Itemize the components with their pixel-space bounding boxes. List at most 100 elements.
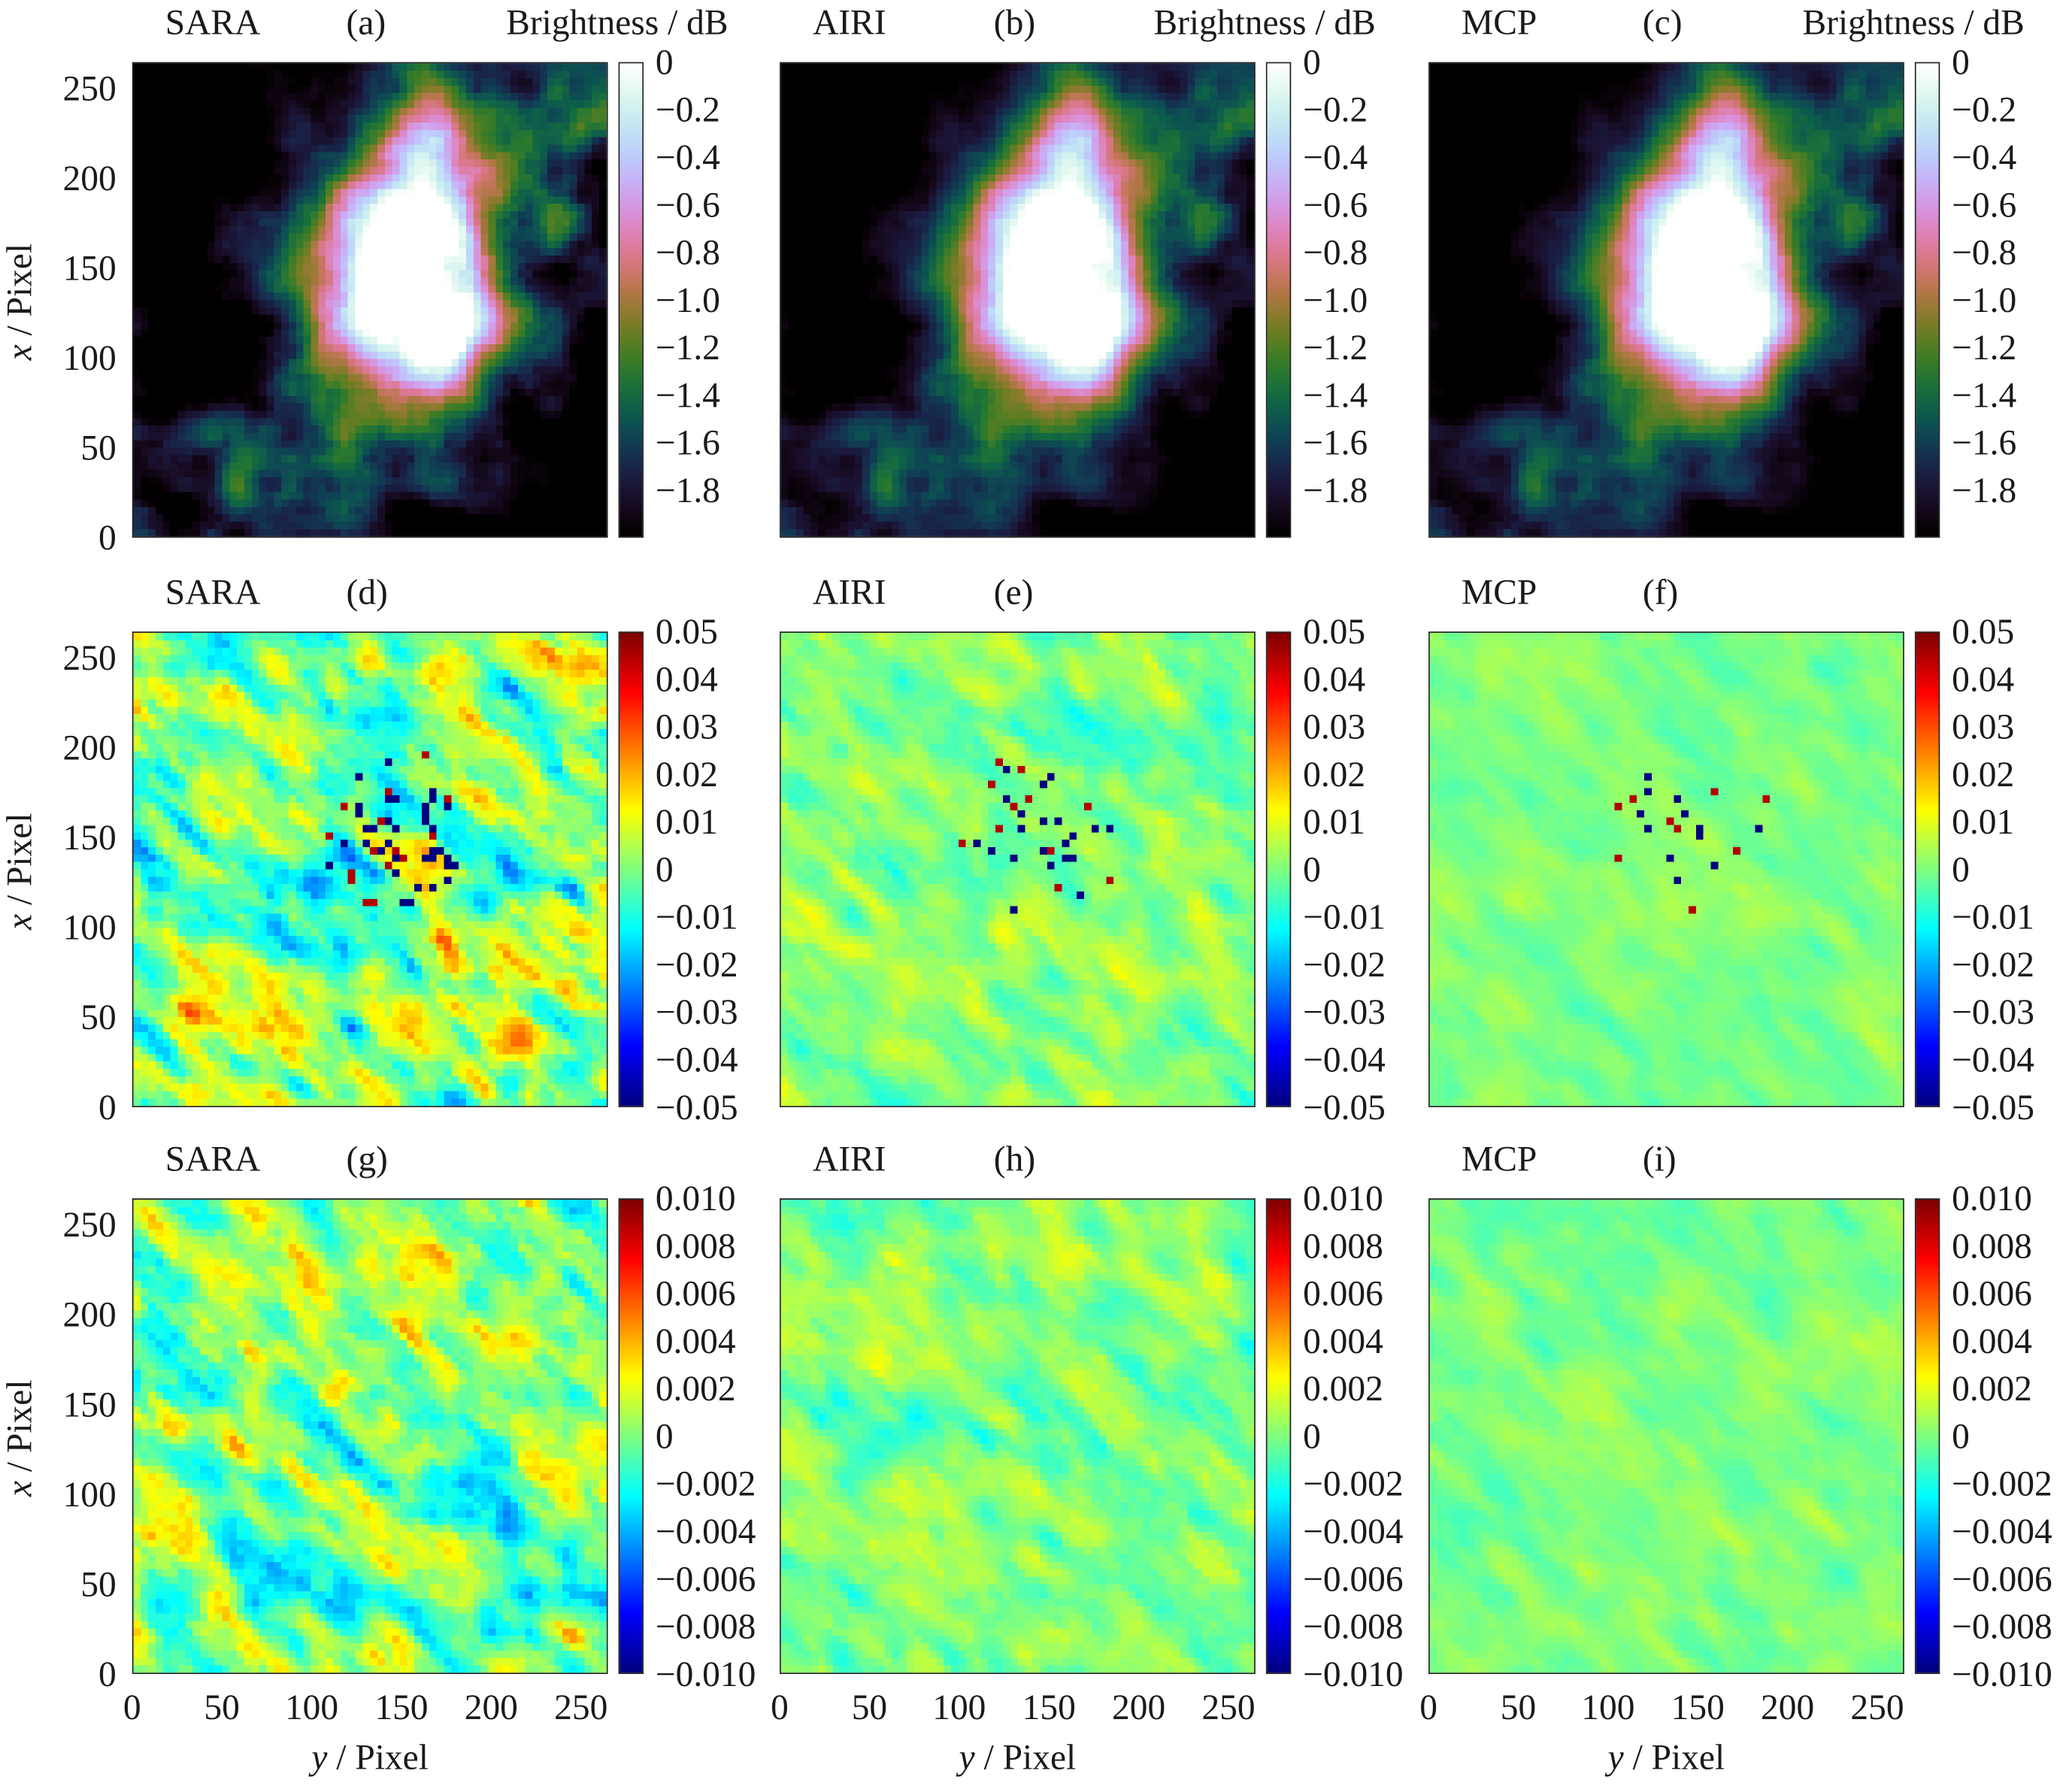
heatmap-panel-i (1428, 1198, 1904, 1675)
colorbar-h (1265, 1198, 1292, 1675)
y-tick-label-d-0: 0 (98, 1087, 117, 1128)
x-tick-label-h-3: 150 (1022, 1687, 1076, 1727)
colorbar-gradient-f (1916, 632, 1939, 1106)
x-tick-label-i-3: 150 (1671, 1687, 1725, 1727)
y-tick-label-g-0: 0 (98, 1654, 117, 1694)
colorbar-tick-label-a-8: −1.6 (655, 422, 720, 463)
panel-label-d: (d) (346, 572, 388, 612)
colorbar-tick-label-h-0: 0.010 (1303, 1178, 1383, 1218)
colorbar-tick-label-a-5: −1.0 (655, 280, 720, 320)
colorbar-title-a: Brightness / dB (506, 2, 729, 43)
y-tick-label-g-2: 100 (62, 1474, 117, 1515)
colorbar-tick-label-e-2: 0.03 (1303, 707, 1366, 747)
colorbar-tick-label-i-0: 0.010 (1952, 1178, 2032, 1218)
y-tick-label-a-3: 150 (62, 248, 117, 289)
panel-label-i: (i) (1642, 1139, 1677, 1179)
colorbar-gradient-h (1267, 1199, 1290, 1673)
x-tick-label-h-4: 200 (1111, 1687, 1166, 1727)
heatmap-image-d (133, 632, 607, 1106)
y-tick-label-g-3: 150 (62, 1385, 117, 1425)
y-axis-label-g: x / Pixel (0, 1366, 41, 1511)
heatmap-image-f (1429, 632, 1904, 1106)
heatmap-panel-e (780, 631, 1256, 1107)
colorbar-tick-label-b-0: 0 (1303, 42, 1321, 82)
y-axis-label-d: x / Pixel (0, 799, 41, 944)
colorbar-tick-label-c-2: −0.4 (1952, 137, 2017, 177)
colorbar-tick-label-d-2: 0.03 (655, 707, 718, 747)
x-axis-unit: / Pixel (327, 1737, 429, 1778)
y-axis-unit: / Pixel (0, 243, 39, 345)
colorbar-tick-label-a-1: −0.2 (655, 89, 720, 130)
colorbar-gradient-c (1916, 63, 1939, 537)
colorbar-tick-label-b-6: −1.2 (1303, 327, 1368, 368)
panel-label-b: (b) (993, 2, 1036, 43)
colorbar-tick-label-d-1: 0.04 (655, 659, 718, 699)
colorbar-tick-label-h-1: 0.008 (1303, 1226, 1383, 1266)
x-tick-label-h-0: 0 (771, 1687, 789, 1727)
y-axis-unit: / Pixel (0, 813, 39, 914)
colorbar-tick-label-f-8: −0.03 (1952, 992, 2034, 1032)
colorbar-tick-label-d-9: −0.04 (655, 1040, 738, 1080)
colorbar-tick-label-g-1: 0.008 (655, 1226, 736, 1266)
colorbar-tick-label-f-2: 0.03 (1952, 707, 2015, 747)
x-tick-label-g-3: 150 (374, 1687, 429, 1727)
y-tick-label-a-2: 100 (62, 338, 117, 378)
colorbar-tick-label-d-5: 0 (655, 849, 674, 889)
colorbar-tick-label-b-5: −1.0 (1303, 280, 1368, 320)
heatmap-panel-f (1428, 631, 1904, 1107)
colorbar-tick-label-b-3: −0.6 (1303, 185, 1368, 225)
heatmap-image-g (133, 1199, 607, 1673)
y-tick-label-d-2: 100 (62, 907, 117, 948)
colorbar-tick-label-i-2: 0.006 (1952, 1273, 2032, 1314)
method-label-e: AIRI (812, 572, 886, 612)
colorbar-tick-label-f-9: −0.04 (1952, 1040, 2034, 1080)
colorbar-c (1914, 62, 1940, 538)
colorbar-tick-label-i-3: 0.004 (1952, 1321, 2032, 1361)
colorbar-tick-label-e-4: 0.01 (1303, 801, 1366, 842)
colorbar-tick-label-g-10: −0.010 (655, 1654, 756, 1694)
colorbar-tick-label-g-8: −0.006 (655, 1559, 756, 1599)
heatmap-image-e (780, 632, 1255, 1106)
x-tick-label-i-0: 0 (1419, 1687, 1437, 1727)
colorbar-tick-label-e-6: −0.01 (1303, 897, 1386, 937)
colorbar-tick-label-h-3: 0.004 (1303, 1321, 1383, 1361)
colorbar-tick-label-i-4: 0.002 (1952, 1368, 2032, 1409)
x-axis-var: y (1607, 1737, 1624, 1778)
colorbar-tick-label-e-0: 0.05 (1303, 611, 1366, 652)
colorbar-gradient-d (619, 632, 643, 1106)
y-tick-label-g-4: 200 (62, 1295, 117, 1335)
colorbar-tick-label-i-1: 0.008 (1952, 1226, 2032, 1266)
heatmap-panel-g (132, 1198, 608, 1675)
colorbar-tick-label-h-2: 0.006 (1303, 1273, 1383, 1314)
method-label-a: SARA (165, 2, 261, 43)
colorbar-tick-label-g-4: 0.002 (655, 1368, 736, 1409)
colorbar-tick-label-c-1: −0.2 (1952, 89, 2017, 130)
colorbar-tick-label-g-7: −0.004 (655, 1511, 756, 1551)
colorbar-gradient-a (619, 63, 643, 537)
colorbar-tick-label-a-2: −0.4 (655, 137, 720, 177)
colorbar-tick-label-e-7: −0.02 (1303, 944, 1386, 985)
colorbar-tick-label-d-10: −0.05 (655, 1087, 738, 1128)
x-tick-label-i-1: 50 (1500, 1687, 1537, 1727)
colorbar-tick-label-i-10: −0.010 (1952, 1654, 2052, 1694)
x-tick-label-h-5: 250 (1201, 1687, 1256, 1727)
colorbar-e (1265, 631, 1292, 1107)
colorbar-tick-label-h-7: −0.004 (1303, 1511, 1404, 1551)
x-axis-label-i: y / Pixel (1607, 1737, 1725, 1778)
method-label-b: AIRI (812, 2, 886, 43)
y-tick-label-a-0: 0 (98, 518, 117, 558)
colorbar-tick-label-a-6: −1.2 (655, 327, 720, 368)
colorbar-tick-label-f-10: −0.05 (1952, 1087, 2034, 1128)
method-label-d: SARA (165, 572, 261, 612)
colorbar-tick-label-d-3: 0.02 (655, 754, 718, 795)
y-axis-unit: / Pixel (0, 1379, 39, 1481)
colorbar-gradient-b (1267, 63, 1290, 537)
colorbar-tick-label-d-4: 0.01 (655, 801, 718, 842)
colorbar-tick-label-g-9: −0.008 (655, 1606, 756, 1647)
colorbar-tick-label-g-6: −0.002 (655, 1464, 756, 1504)
colorbar-tick-label-f-3: 0.02 (1952, 754, 2015, 795)
colorbar-tick-label-i-5: 0 (1952, 1416, 1970, 1456)
x-axis-var: y (959, 1737, 975, 1778)
heatmap-panel-b (780, 62, 1256, 538)
colorbar-tick-label-e-8: −0.03 (1303, 992, 1386, 1032)
